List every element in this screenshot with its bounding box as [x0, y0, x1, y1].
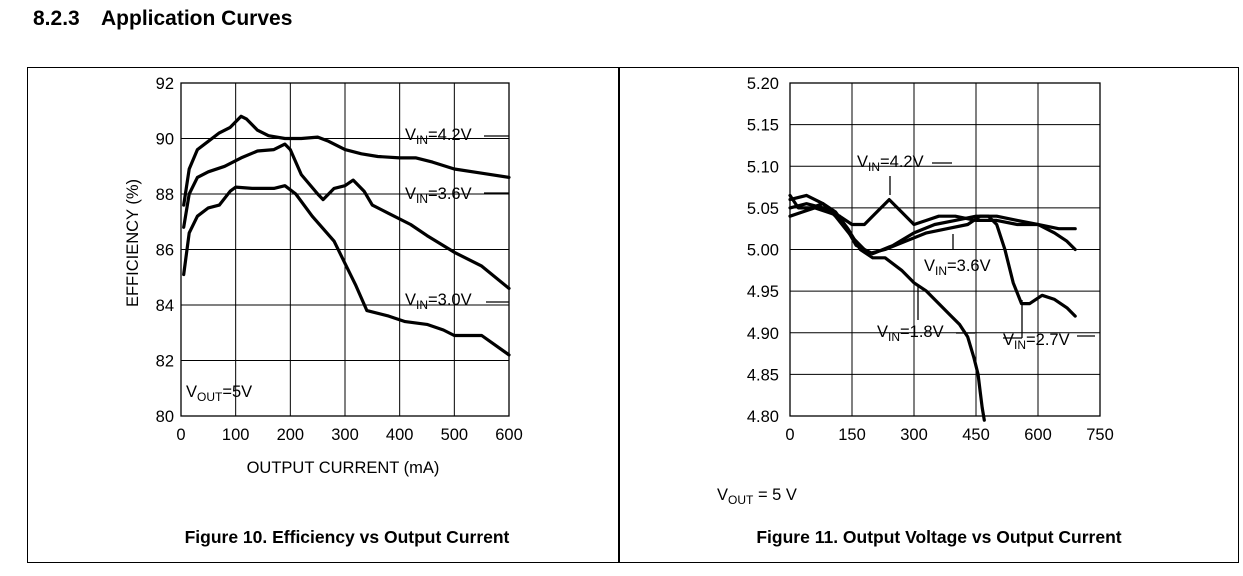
- figure-frame: [27, 67, 1239, 563]
- series-label-vin-3-6v: VIN=3.6V: [405, 185, 472, 206]
- y-tick-label: 90: [156, 131, 174, 149]
- y-tick-label: 92: [156, 75, 174, 93]
- series-label-vin-4-2v: VIN=4.2V: [405, 126, 472, 147]
- grid: [180, 82, 510, 417]
- section-heading: 8.2.3 Application Curves: [33, 7, 292, 31]
- plot-area: [789, 82, 1101, 417]
- series-line-vin-4-2v: [182, 114, 511, 207]
- series-label-vin-4-2v: VIN=4.2V: [857, 153, 924, 174]
- y-tick-label: 4.85: [747, 366, 779, 384]
- series-line-vin-3-6v: [182, 142, 511, 290]
- x-tick-label: 600: [1024, 426, 1052, 444]
- x-tick-label: 200: [277, 426, 305, 444]
- efficiency-chart: 0 100 200 300 400 500 600 80 82 84 86 88 90 92 OUTPUT …: [124, 75, 523, 547]
- y-tick-label: 5.00: [747, 242, 779, 260]
- y-tick-label: 88: [156, 186, 174, 204]
- y-tick-label: 5.10: [747, 158, 779, 176]
- condition-label: VOUT=5V: [186, 383, 252, 404]
- y-tick-label: 5.15: [747, 117, 779, 135]
- x-tick-label: 300: [331, 426, 359, 444]
- y-tick-label: 5.05: [747, 200, 779, 218]
- series-line-vin-3-0v: [182, 184, 511, 357]
- x-axis-label: OUTPUT CURRENT (mA): [247, 459, 440, 477]
- y-tick-label: 4.90: [747, 325, 779, 343]
- x-tick-label: 150: [838, 426, 866, 444]
- y-tick-label: 80: [156, 408, 174, 426]
- series-label-vin-2-7v: VIN=2.7V: [1003, 331, 1070, 352]
- x-tick-label: 450: [962, 426, 990, 444]
- y-tick-label: 84: [156, 297, 174, 315]
- x-tick-label: 400: [386, 426, 414, 444]
- x-tick-label: 500: [441, 426, 469, 444]
- x-tick-label: 750: [1086, 426, 1114, 444]
- x-tick-label: 100: [222, 426, 250, 444]
- series-label-vin-3-0v: VIN=3.0V: [405, 291, 472, 312]
- y-tick-label: 86: [156, 242, 174, 260]
- condition-label: VOUT = 5 V: [717, 486, 797, 507]
- y-tick-label: 4.80: [747, 408, 779, 426]
- series-label-vin-3-6v: VIN=3.6V: [924, 257, 991, 278]
- series-label-vin-1-8v: VIN=1.8V: [877, 323, 944, 344]
- series-line-vin-2-7v: [788, 193, 1077, 318]
- plot-area: [180, 82, 510, 417]
- x-tick-label: 600: [495, 426, 523, 444]
- grid: [789, 82, 1101, 417]
- x-tick-label: 300: [900, 426, 928, 444]
- figure-divider: [618, 67, 620, 563]
- x-tick-label: 0: [176, 426, 185, 444]
- figure-caption: Figure 11. Output Voltage vs Output Curr…: [756, 527, 1121, 547]
- y-tick-label: 4.95: [747, 283, 779, 301]
- y-tick-label: 5.20: [747, 75, 779, 93]
- series-line-vin-1-8v: [788, 193, 986, 422]
- output-voltage-chart: 0 150 300 450 600 750 4.80 4.85 4.90 4.95 5.00 5.05…: [717, 75, 1122, 547]
- figure-caption: Figure 10. Efficiency vs Output Current: [185, 527, 510, 547]
- section-title: Application Curves: [101, 7, 293, 30]
- y-tick-label: 82: [156, 353, 174, 371]
- y-axis-label: EFFICIENCY (%): [124, 179, 142, 307]
- section-number: 8.2.3: [33, 7, 80, 30]
- x-tick-label: 0: [785, 426, 794, 444]
